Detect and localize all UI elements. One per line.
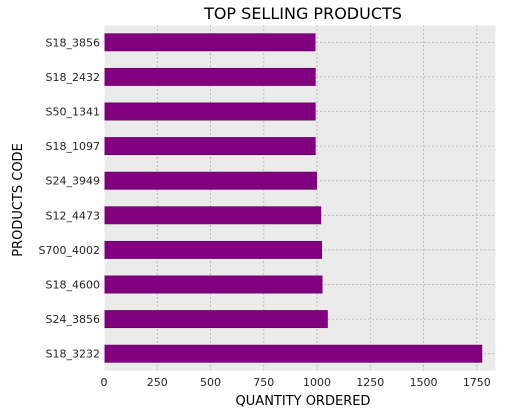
- y-tick-label: S24_3856: [46, 313, 100, 326]
- bar-S12_4473: [103, 206, 322, 225]
- x-tick-label: 750: [253, 376, 274, 389]
- x-tick-labels: 0 250 500 750 1000 1250 1500 1750: [101, 376, 491, 389]
- x-tick-label: 1000: [303, 376, 331, 389]
- y-tick-label: S18_3232: [46, 348, 100, 361]
- x-axis-title: QUANTITY ORDERED: [236, 394, 371, 409]
- y-tick-label: S18_2432: [46, 71, 100, 84]
- bar-S18_2432: [103, 67, 316, 86]
- bar-S50_1341: [103, 102, 316, 121]
- x-tick-label: 1750: [463, 376, 491, 389]
- chart-title: TOP SELLING PRODUCTS: [203, 4, 402, 23]
- y-axis-title: PRODUCTS CODE: [11, 143, 26, 257]
- x-tick-label: 1250: [356, 376, 384, 389]
- bar-S18_3856: [103, 33, 316, 52]
- x-tick-label: 250: [147, 376, 168, 389]
- plot-frame: [103, 24, 497, 372]
- bar-S18_1097: [103, 137, 316, 156]
- x-tick-label: 1500: [410, 376, 438, 389]
- bars: [103, 33, 483, 363]
- y-tick-label: S700_4002: [39, 244, 100, 257]
- y-tick-label: S24_3949: [46, 175, 100, 188]
- y-tick-label: S50_1341: [46, 106, 100, 119]
- x-tick-label: 500: [200, 376, 221, 389]
- bar-S24_3949: [103, 171, 317, 190]
- y-tick-label: S18_1097: [46, 140, 100, 153]
- bar-S18_4600: [103, 275, 323, 294]
- bar-S24_3856: [103, 310, 328, 329]
- y-tick-label: S12_4473: [46, 209, 100, 222]
- y-tick-label: S18_3856: [46, 36, 100, 49]
- x-tick-label: 0: [101, 376, 108, 389]
- bar-S700_4002: [103, 240, 323, 259]
- bar-S18_3232: [103, 344, 483, 363]
- y-tick-labels: S18_3856 S18_2432 S50_1341 S18_1097 S24_3949…: [39, 36, 100, 360]
- y-tick-label: S18_4600: [46, 279, 100, 292]
